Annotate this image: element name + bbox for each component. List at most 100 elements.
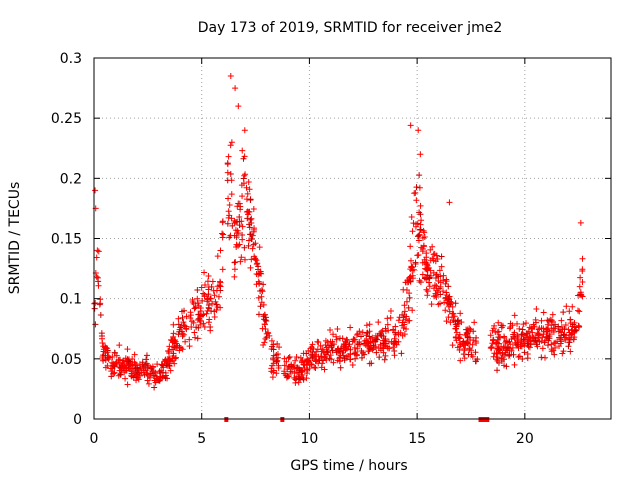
data-point <box>189 297 196 304</box>
data-point <box>422 265 429 272</box>
data-point <box>191 329 198 336</box>
data-point <box>143 356 150 363</box>
data-point <box>210 287 217 294</box>
data-point <box>495 319 502 326</box>
data-point <box>219 266 226 273</box>
data-point <box>496 347 503 354</box>
data-point <box>431 282 438 289</box>
data-point <box>417 151 424 158</box>
data-point <box>179 314 186 321</box>
data-point <box>340 341 347 348</box>
data-point <box>225 195 232 202</box>
data-point <box>407 266 414 273</box>
data-point <box>154 376 161 383</box>
data-point <box>243 184 250 191</box>
data-point <box>231 273 238 280</box>
data-point <box>255 311 262 318</box>
data-point <box>256 244 263 251</box>
data-point <box>375 345 382 352</box>
data-point <box>358 354 365 361</box>
data-point <box>300 361 307 368</box>
data-point <box>391 347 398 354</box>
data-point <box>337 357 344 364</box>
data-point <box>433 252 440 259</box>
data-point <box>411 190 418 197</box>
data-point <box>392 338 399 345</box>
data-point <box>390 327 397 334</box>
data-point <box>92 321 99 328</box>
data-point <box>403 298 410 305</box>
data-point <box>247 264 254 271</box>
data-point <box>434 255 441 262</box>
data-point <box>457 310 464 317</box>
data-point <box>312 357 319 364</box>
data-point <box>579 255 586 262</box>
data-point <box>413 184 420 191</box>
data-point <box>565 343 572 350</box>
data-point <box>245 242 252 249</box>
data-point <box>378 328 385 335</box>
data-point <box>507 324 514 330</box>
data-point <box>471 319 478 326</box>
data-point <box>229 222 236 229</box>
data-point <box>452 325 459 332</box>
data-point <box>549 311 556 318</box>
data-point <box>416 277 423 284</box>
data-point <box>456 335 463 342</box>
data-point <box>92 187 99 194</box>
data-point <box>236 241 243 248</box>
data-point <box>226 212 233 219</box>
data-point <box>205 273 212 280</box>
data-point <box>401 331 408 338</box>
data-point <box>430 251 437 258</box>
data-point <box>566 329 573 336</box>
data-point <box>224 161 231 168</box>
data-point <box>472 349 479 356</box>
data-point <box>397 329 404 336</box>
y-tick-label: 0.25 <box>51 111 82 127</box>
data-point <box>457 341 464 348</box>
data-point <box>390 344 397 351</box>
data-point <box>247 196 254 203</box>
data-point <box>151 384 158 391</box>
data-point <box>439 288 446 295</box>
data-point <box>204 296 211 303</box>
data-point <box>99 356 106 363</box>
data-point <box>187 309 194 316</box>
data-point <box>533 305 540 312</box>
data-point <box>354 330 361 337</box>
data-point <box>388 338 395 345</box>
data-point <box>107 365 114 372</box>
data-point <box>410 266 417 273</box>
data-point <box>200 311 207 318</box>
data-point <box>213 307 220 314</box>
data-point <box>361 337 368 344</box>
data-point <box>274 351 281 358</box>
x-tick-label: 20 <box>516 431 534 447</box>
data-point <box>445 296 452 303</box>
data-point <box>261 321 268 328</box>
data-point <box>352 355 359 362</box>
data-point <box>382 335 389 342</box>
data-point <box>469 353 476 360</box>
data-point <box>227 171 234 178</box>
data-point <box>287 368 294 375</box>
data-point <box>426 275 433 282</box>
data-point <box>526 344 533 351</box>
data-point <box>232 259 239 266</box>
data-point <box>453 337 460 344</box>
data-point <box>413 221 420 228</box>
data-point <box>204 307 211 314</box>
data-point <box>504 344 511 351</box>
data-point <box>273 370 280 377</box>
data-point <box>343 336 350 343</box>
data-point <box>295 367 302 374</box>
data-point <box>333 333 340 340</box>
data-point <box>225 208 232 215</box>
data-point <box>247 216 254 223</box>
data-point <box>299 371 306 378</box>
data-point <box>404 277 411 284</box>
data-point <box>552 321 559 328</box>
data-point <box>130 374 137 381</box>
data-point <box>550 347 557 354</box>
